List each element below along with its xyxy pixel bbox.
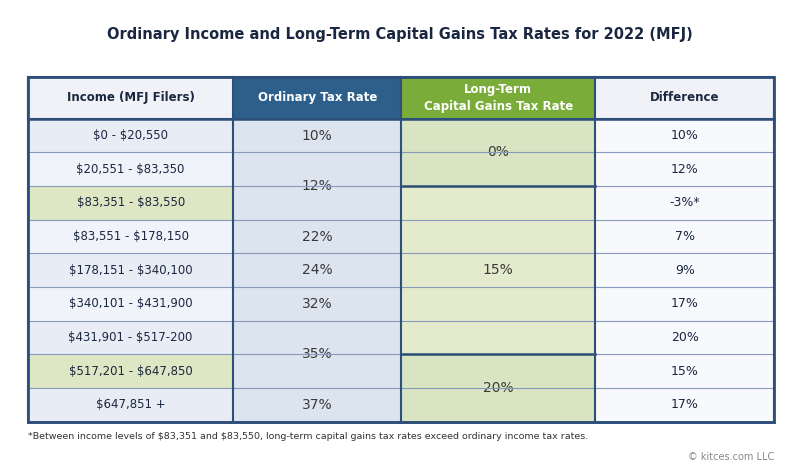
Text: 17%: 17%: [671, 297, 698, 310]
Text: \$20,551 - \$83,350: \$20,551 - \$83,350: [77, 163, 185, 176]
Text: \$83,551 - \$178,150: \$83,551 - \$178,150: [73, 230, 189, 243]
Bar: [401, 186, 595, 355]
Text: 9%: 9%: [675, 264, 694, 277]
Bar: [234, 355, 402, 388]
Bar: [595, 186, 774, 220]
Bar: [28, 152, 234, 186]
Bar: [401, 77, 595, 119]
Bar: [234, 77, 402, 119]
Bar: [28, 186, 234, 220]
Bar: [595, 220, 774, 254]
Bar: [234, 321, 402, 355]
Text: 10%: 10%: [302, 129, 333, 143]
Text: 32%: 32%: [302, 297, 333, 311]
Text: 15%: 15%: [671, 365, 698, 378]
Text: -3%*: -3%*: [670, 197, 700, 210]
Text: © kitces.com LLC: © kitces.com LLC: [688, 452, 774, 462]
Bar: [234, 254, 402, 287]
Bar: [28, 355, 234, 388]
Bar: [28, 321, 234, 355]
Text: \$647,851 +: \$647,851 +: [96, 398, 166, 411]
Bar: [595, 321, 774, 355]
Bar: [595, 355, 774, 388]
Bar: [234, 186, 402, 220]
Text: 35%: 35%: [302, 348, 333, 362]
Text: Difference: Difference: [650, 91, 719, 104]
Bar: [234, 287, 402, 321]
Text: 17%: 17%: [671, 398, 698, 411]
Bar: [28, 77, 774, 422]
Text: 22%: 22%: [302, 230, 333, 244]
Bar: [234, 119, 402, 152]
Bar: [234, 388, 402, 422]
Text: 7%: 7%: [675, 230, 695, 243]
Text: \$431,901 - \$517-200: \$431,901 - \$517-200: [69, 331, 193, 344]
Text: Income (MFJ Filers): Income (MFJ Filers): [66, 91, 194, 104]
Text: Ordinary Tax Rate: Ordinary Tax Rate: [258, 91, 377, 104]
Bar: [234, 152, 402, 186]
Text: 20%: 20%: [671, 331, 698, 344]
Text: 0%: 0%: [487, 145, 509, 159]
Text: 20%: 20%: [483, 381, 514, 395]
Text: 12%: 12%: [302, 179, 333, 193]
Bar: [401, 355, 595, 422]
Bar: [595, 152, 774, 186]
Text: 12%: 12%: [671, 163, 698, 176]
Bar: [401, 119, 595, 186]
Text: \$0 - \$20,550: \$0 - \$20,550: [93, 129, 168, 142]
Bar: [28, 388, 234, 422]
Bar: [234, 220, 402, 254]
Bar: [595, 119, 774, 152]
Text: 37%: 37%: [302, 398, 333, 412]
Text: 15%: 15%: [483, 263, 514, 277]
Text: *Between income levels of \$83,351 and \$83,550, long-term capital gains tax rat: *Between income levels of \$83,351 and \…: [28, 432, 588, 441]
Bar: [595, 388, 774, 422]
Text: 24%: 24%: [302, 263, 333, 277]
Text: 10%: 10%: [671, 129, 698, 142]
Text: \$340,101 - \$431,900: \$340,101 - \$431,900: [69, 297, 193, 310]
Bar: [28, 220, 234, 254]
Text: Long-Term
Capital Gains Tax Rate: Long-Term Capital Gains Tax Rate: [424, 83, 573, 113]
Bar: [595, 287, 774, 321]
Bar: [28, 119, 234, 152]
Bar: [28, 254, 234, 287]
Text: Ordinary Income and Long-Term Capital Gains Tax Rates for 2022 (MFJ): Ordinary Income and Long-Term Capital Ga…: [107, 27, 693, 42]
Text: \$178,151 - \$340,100: \$178,151 - \$340,100: [69, 264, 193, 277]
Text: \$517,201 - \$647,850: \$517,201 - \$647,850: [69, 365, 193, 378]
Bar: [595, 254, 774, 287]
Bar: [28, 287, 234, 321]
Bar: [28, 77, 774, 119]
Bar: [595, 77, 774, 119]
Text: \$83,351 - \$83,550: \$83,351 - \$83,550: [77, 197, 185, 210]
Bar: [28, 77, 234, 119]
